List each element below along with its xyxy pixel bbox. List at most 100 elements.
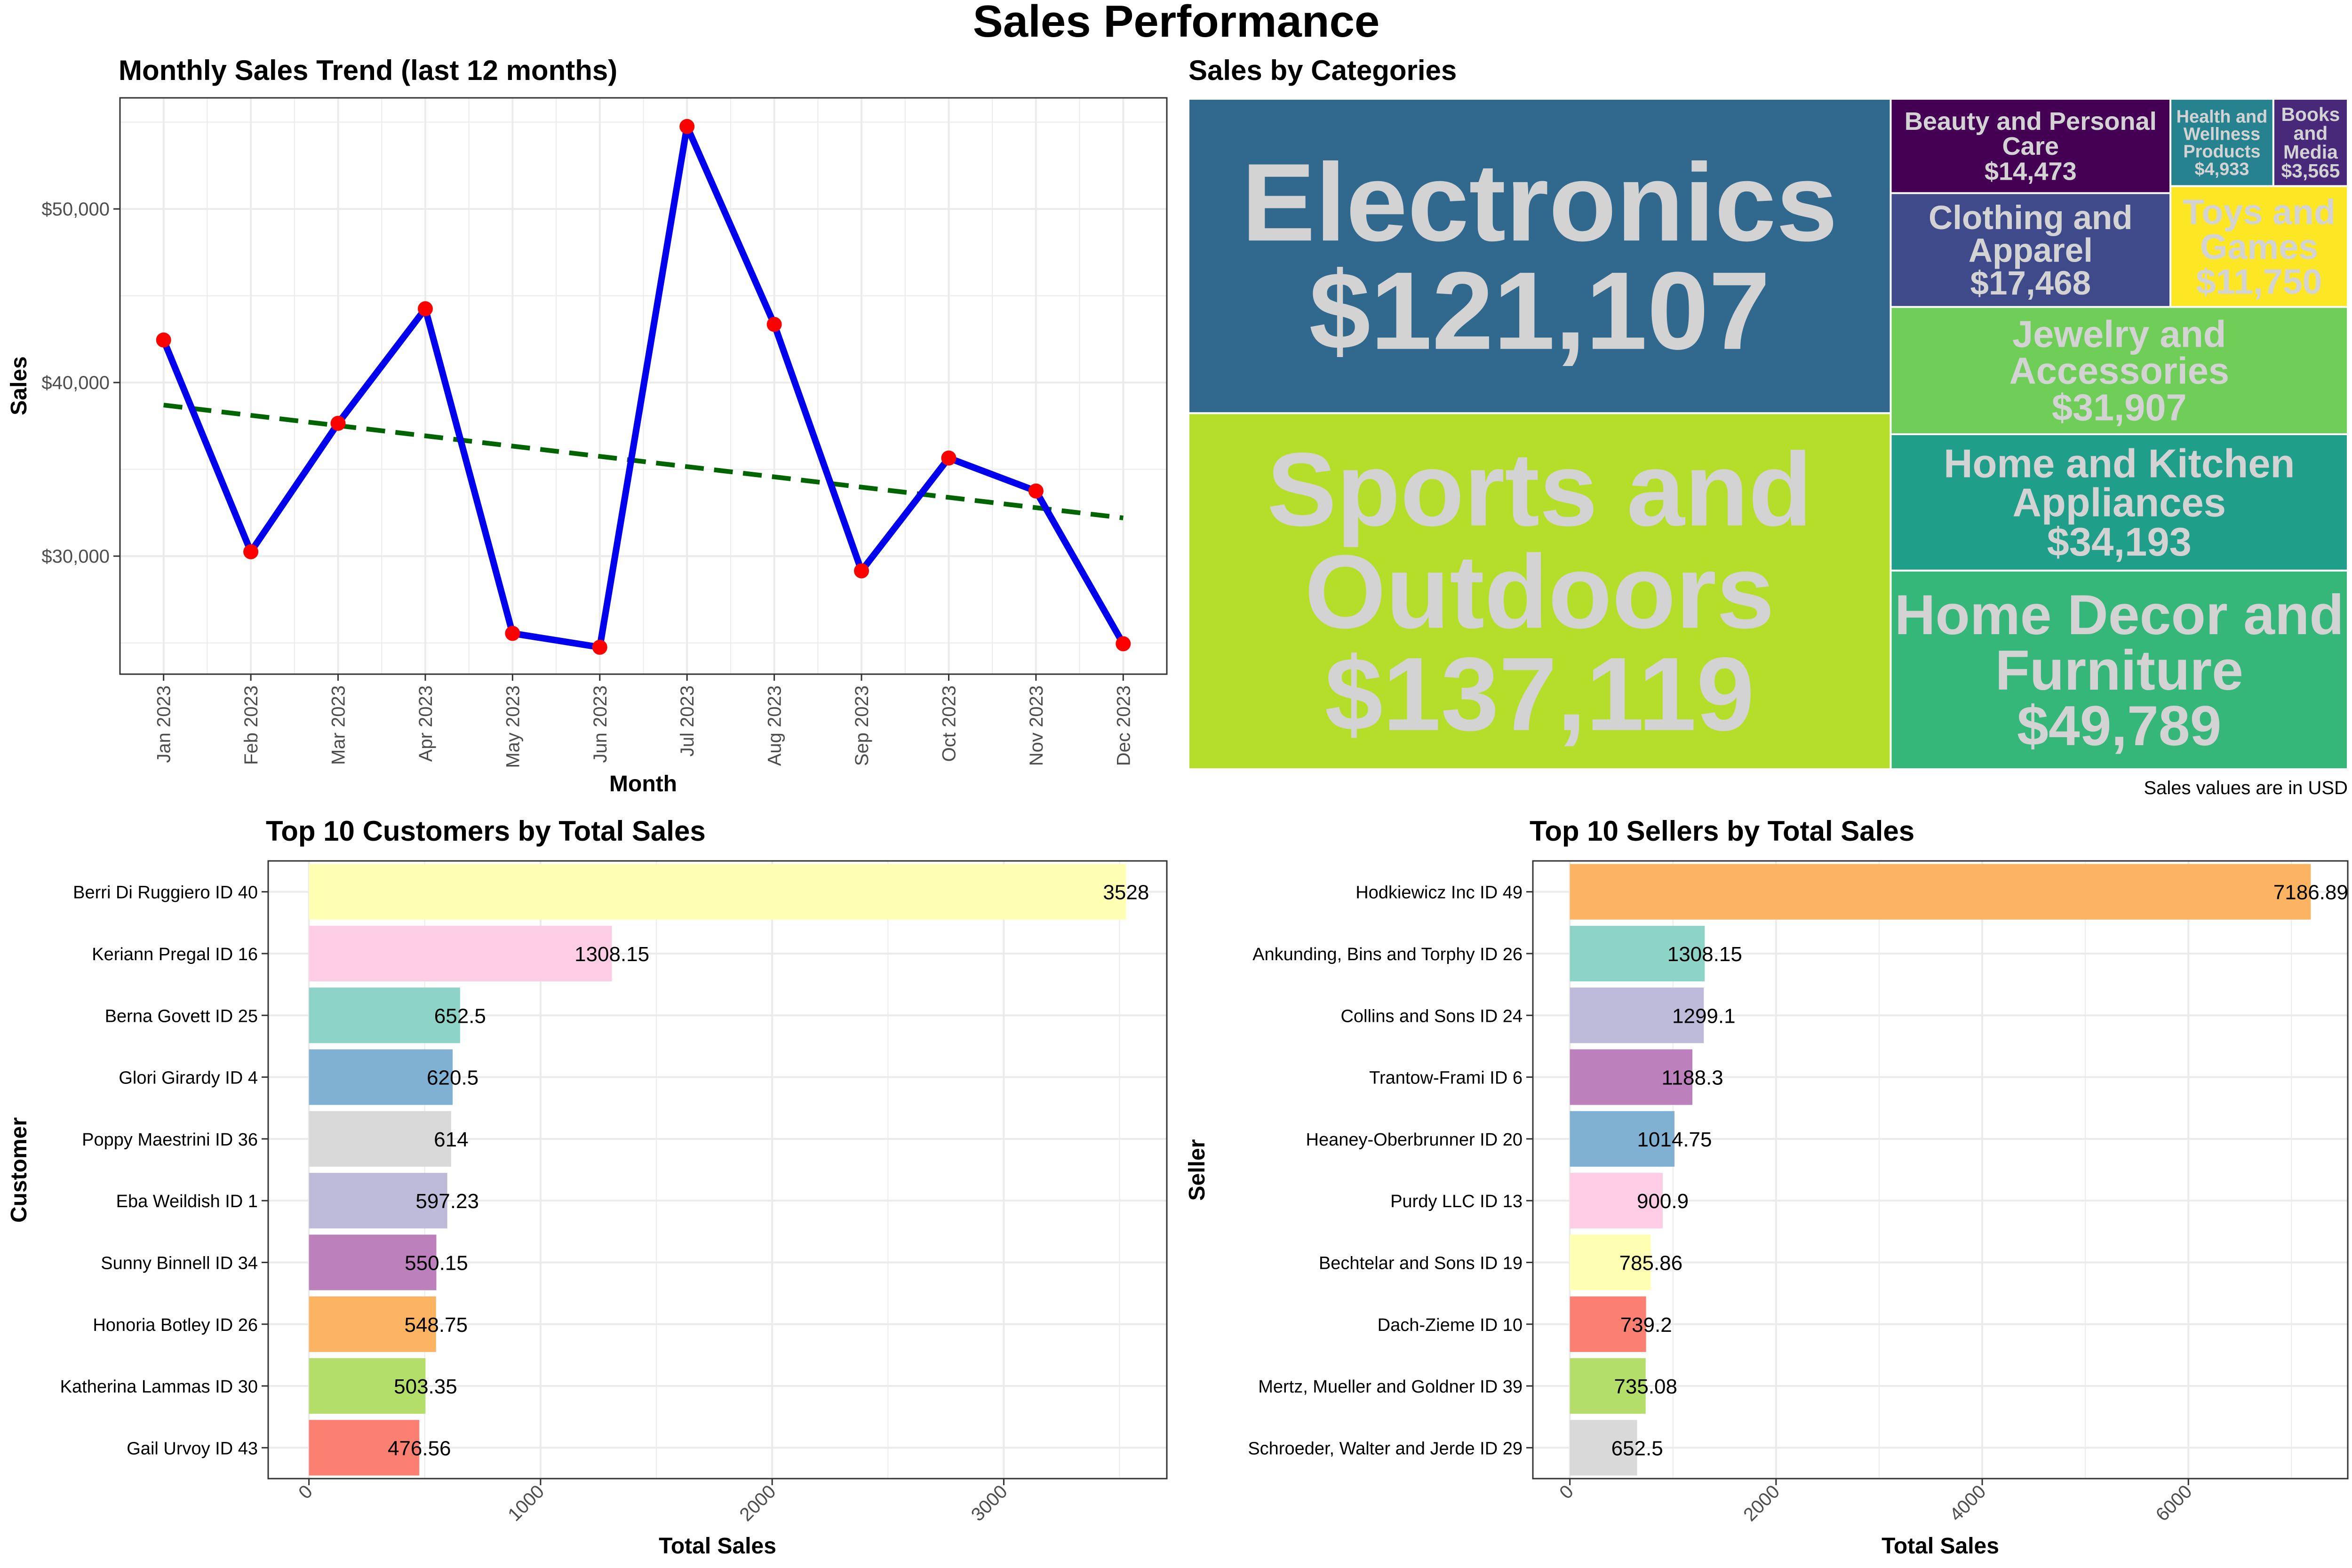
line-x-tick-label: Jul 2023: [677, 685, 698, 756]
line-y-tick-label: $50,000: [41, 199, 110, 220]
treemap-label: Appliances: [2012, 481, 2226, 525]
sellers-bars: [1570, 864, 2311, 1476]
customers-bars: [309, 864, 1126, 1476]
bar: [309, 1296, 436, 1352]
sellers-chart-border: [1532, 860, 2349, 1480]
treemap-label: Beauty and Personal: [1905, 107, 2157, 135]
bar-category-label: Ankunding, Bins and Torphy ID 26: [1252, 945, 1523, 964]
treemap-label: $11,750: [2196, 262, 2322, 301]
trend-line-segment: [163, 403, 1124, 520]
treemap-tile: [1890, 569, 2349, 770]
line-x-tick-labels: Jan 2023 Feb 2023 Mar 2023 Apr 2023 May 2023…: [154, 674, 1134, 768]
sales-point: [505, 626, 520, 641]
bar: [309, 864, 1126, 920]
bar-category-label: Katherina Lammas ID 30: [60, 1377, 258, 1397]
treemap-tile: [2169, 98, 2274, 187]
line-x-axis-label: Month: [609, 772, 677, 796]
line-y-tick-labels: $30,000 $40,000 $50,000: [41, 199, 120, 567]
customers-y-axis-label: Customer: [7, 1117, 32, 1223]
bar: [1570, 1358, 1646, 1414]
treemap-label: Sports and: [1267, 431, 1812, 548]
treemap-label: Products: [2183, 142, 2260, 162]
sellers-y-axis-label: Seller: [1185, 1139, 1210, 1201]
bar: [309, 925, 612, 982]
treemap-tile: [2169, 185, 2349, 308]
treemap-label: Furniture: [1995, 639, 2243, 702]
bar-value-label: 739.2: [1620, 1313, 1672, 1337]
bar-category-label: Berri Di Ruggiero ID 40: [73, 883, 258, 903]
bar: [309, 1049, 453, 1105]
bar-category-label: Purdy LLC ID 13: [1390, 1192, 1523, 1211]
bar: [1570, 1296, 1646, 1352]
line-x-tick-label: Sep 2023: [852, 685, 872, 766]
bar: [309, 1358, 426, 1414]
bar-value-label: 476.56: [388, 1437, 451, 1460]
line-chart-grid: [120, 98, 1167, 674]
treemap-tile: [1890, 98, 2172, 194]
treemap-label: Outdoors: [1305, 533, 1775, 650]
bar: [1570, 1234, 1651, 1290]
sales-point: [592, 639, 607, 655]
bar: [1570, 1049, 1693, 1105]
sales-line-series: [160, 123, 1126, 651]
line-x-tick-label: May 2023: [502, 685, 523, 768]
treemap-label: $3,565: [2281, 160, 2340, 182]
line-x-tick-label: Mar 2023: [328, 685, 349, 765]
treemap-label: Jewelry and: [2012, 313, 2226, 355]
bar-value-label: 1188.3: [1661, 1067, 1723, 1090]
trend-line: [163, 403, 1124, 520]
treemap-label: Care: [2002, 132, 2059, 160]
customers-x-axis-label: Total Sales: [659, 1534, 776, 1559]
sales-point: [417, 301, 433, 317]
line-x-tick-label: Dec 2023: [1113, 685, 1134, 766]
sellers-category-labels: Hodkiewicz Inc ID 49 Ankunding, Bins and …: [1248, 883, 1533, 1458]
treemap-label: Apparel: [1969, 232, 2093, 269]
sales-point: [1028, 483, 1044, 499]
bar: [1570, 1111, 1674, 1167]
treemap-label: $17,468: [1970, 265, 2091, 302]
treemap-label: $121,107: [1309, 249, 1770, 373]
treemap-title: Sales by Categories: [1188, 55, 1457, 86]
sales-point: [330, 415, 346, 431]
treemap-label: $49,789: [2017, 694, 2221, 757]
bar-category-label: Honoria Botley ID 26: [93, 1315, 258, 1335]
bar-category-label: Poppy Maestrini ID 36: [82, 1130, 258, 1150]
bar: [309, 987, 460, 1043]
bar-category-label: Gail Urvoy ID 43: [127, 1439, 258, 1458]
bar-value-label: 7186.89: [2273, 881, 2348, 904]
sales-point: [156, 332, 171, 348]
customers-chart-title: Top 10 Customers by Total Sales: [266, 815, 706, 847]
bar-category-label: Keriann Pregal ID 16: [92, 945, 258, 964]
bar-category-label: Eba Weildish ID 1: [116, 1192, 258, 1211]
bar-category-label: Sunny Binnell ID 34: [101, 1253, 258, 1273]
bar-value-label: 652.5: [1611, 1437, 1663, 1460]
treemap-label: Games: [2200, 227, 2318, 266]
bar-value-label: 785.86: [1619, 1251, 1683, 1274]
bar: [1570, 987, 1704, 1043]
treemap-label: Media: [2283, 141, 2338, 163]
bar-value-label: 652.5: [434, 1004, 486, 1027]
treemap-label: $14,473: [1985, 157, 2077, 185]
treemap-tile: [1890, 306, 2349, 435]
monthly-sales-line-chart: Monthly Sales Trend (last 12 months) $30…: [7, 55, 1168, 796]
line-x-tick-label: Jun 2023: [590, 685, 611, 763]
bar-category-label: Bechtelar and Sons ID 19: [1319, 1253, 1523, 1273]
bar-value-label: 3528: [1103, 881, 1149, 904]
bar-value-label: 548.75: [404, 1313, 468, 1337]
bar-category-label: Hodkiewicz Inc ID 49: [1355, 883, 1523, 903]
line-x-tick-label: Feb 2023: [241, 685, 262, 765]
line-x-tick-label: Apr 2023: [415, 685, 436, 762]
bar-value-label: 1308.15: [574, 943, 649, 966]
treemap-label: Health and: [2177, 107, 2268, 127]
bar: [309, 1234, 437, 1290]
bar-category-label: Glori Girardy ID 4: [119, 1068, 258, 1088]
treemap-label: Books: [2281, 103, 2340, 125]
line-x-tick-label: Nov 2023: [1026, 685, 1047, 766]
treemap-label: $137,119: [1325, 636, 1754, 753]
customers-value-labels: 3528 1308.15 652.5 620.5 614 597.23 550.15 548.…: [388, 881, 1149, 1460]
category-treemap: Sales by Categories Electronics$121,107 S…: [1188, 55, 2349, 798]
bar-value-label: 550.15: [405, 1251, 468, 1274]
top-sellers-bar-chart: Top 10 Sellers by Total Sales 7186.89 130…: [1185, 815, 2349, 1559]
treemap-tile: [1890, 192, 2172, 308]
treemap-label: Home and Kitchen: [1944, 441, 2295, 486]
